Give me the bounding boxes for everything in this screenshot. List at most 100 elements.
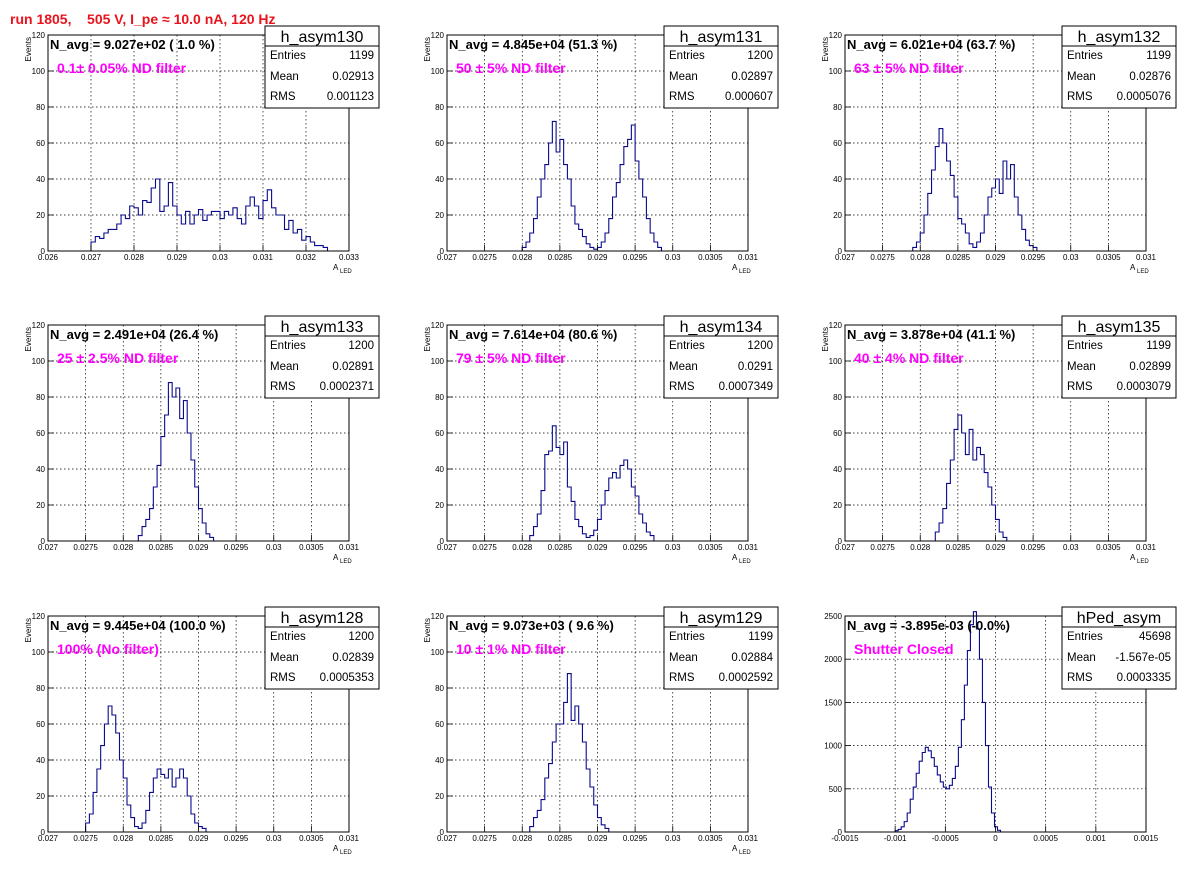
x-axis-label-sub: LED bbox=[340, 850, 352, 856]
histogram-bin bbox=[224, 211, 228, 251]
histogram-bin bbox=[123, 778, 127, 832]
y-axis-label: Events bbox=[24, 327, 33, 351]
histogram-bin bbox=[631, 125, 635, 251]
y-tick-label: 1500 bbox=[824, 698, 842, 707]
y-axis-label: Events bbox=[423, 327, 432, 351]
stats-box-title: h_asym132 bbox=[1078, 29, 1161, 46]
stats-label-mean: Mean bbox=[270, 652, 299, 664]
histogram-bin bbox=[922, 753, 925, 832]
x-tick-label: 0.03 bbox=[1063, 253, 1079, 262]
histogram-bin bbox=[91, 242, 95, 251]
histogram-bin bbox=[556, 152, 560, 251]
y-tick-label: 40 bbox=[36, 175, 45, 184]
histogram-bin bbox=[582, 534, 586, 541]
histogram-bin bbox=[579, 229, 583, 251]
x-tick-label: 0.03 bbox=[212, 253, 228, 262]
histogram-bin bbox=[194, 215, 198, 251]
histogram-bin bbox=[116, 733, 120, 832]
histogram-bin bbox=[575, 519, 579, 541]
histogram-bin bbox=[586, 244, 590, 251]
histogram-bin bbox=[195, 823, 199, 832]
x-tick-label: 0.03 bbox=[266, 543, 282, 552]
stats-box-title: hPed_asym bbox=[1077, 610, 1162, 627]
histogram-bin bbox=[1007, 179, 1011, 251]
histogram-bin bbox=[556, 724, 560, 832]
y-tick-label: 0 bbox=[838, 247, 843, 256]
histogram-bin bbox=[609, 478, 613, 541]
y-tick-label: 80 bbox=[36, 393, 45, 402]
y-tick-label: 20 bbox=[36, 501, 45, 510]
histogram-bin bbox=[142, 823, 146, 832]
histogram-bin bbox=[1003, 537, 1007, 541]
y-tick-label: 120 bbox=[829, 321, 843, 330]
y-tick-label: 100 bbox=[829, 357, 843, 366]
histogram-bin bbox=[977, 242, 981, 251]
histogram-bin bbox=[233, 208, 237, 251]
navg-label: N_avg = 2.491e+04 (26.4 %) bbox=[50, 327, 218, 342]
histogram-panel-h_asym132: 0.027 0.0275 0.028 0.0285 0.029 0.0295 0.03 0.0… bbox=[821, 25, 1177, 275]
y-tick-label: 20 bbox=[435, 501, 444, 510]
stats-box-title: h_asym129 bbox=[680, 610, 763, 627]
x-tick-label: 0.0285 bbox=[548, 253, 573, 262]
histogram-bin bbox=[969, 429, 973, 541]
navg-label: N_avg = 4.845e+04 (51.3 %) bbox=[449, 37, 617, 52]
histogram-bin bbox=[180, 769, 184, 832]
histogram-bin bbox=[571, 501, 575, 541]
stats-label-mean: Mean bbox=[669, 71, 698, 83]
histogram-bin bbox=[920, 233, 924, 251]
histogram-bin bbox=[913, 787, 916, 832]
x-tick-label: 0.0275 bbox=[73, 834, 98, 843]
filter-label: 40 ± 4% ND filter bbox=[854, 350, 964, 366]
x-axis-label-sub: LED bbox=[340, 269, 352, 275]
histogram-bin bbox=[237, 219, 241, 251]
histogram-bin bbox=[310, 242, 314, 251]
y-tick-label: 40 bbox=[435, 756, 444, 765]
y-tick-label: 80 bbox=[36, 684, 45, 693]
histogram-bin bbox=[995, 827, 998, 832]
histogram-bin bbox=[982, 702, 985, 832]
histogram-bin bbox=[1029, 246, 1033, 251]
y-tick-label: 0 bbox=[440, 537, 445, 546]
filter-label: 100% (No filter) bbox=[57, 641, 159, 657]
histogram-bin bbox=[1018, 215, 1022, 251]
histogram-bin bbox=[916, 773, 919, 832]
histogram-bin bbox=[272, 208, 276, 251]
run-title: run 1805, 505 V, I_pe ≈ 10.0 nA, 120 Hz bbox=[10, 11, 276, 27]
x-tick-label: 0.028 bbox=[113, 543, 134, 552]
y-tick-label: 0 bbox=[838, 537, 843, 546]
histogram-bin bbox=[624, 147, 628, 251]
histogram-panel-h_asym131: 0.027 0.0275 0.028 0.0285 0.029 0.0295 0.03 0.0… bbox=[423, 25, 779, 275]
histogram-bin bbox=[86, 823, 90, 832]
x-tick-label: 0.03 bbox=[665, 543, 681, 552]
histogram-bin bbox=[961, 720, 964, 832]
histogram-bin bbox=[151, 188, 155, 251]
histogram-series-h_asym131 bbox=[521, 120, 663, 251]
x-tick-label: 0.027 bbox=[437, 253, 458, 262]
y-tick-label: 20 bbox=[36, 211, 45, 220]
histogram-bin bbox=[943, 787, 946, 832]
histogram-bin bbox=[579, 724, 583, 832]
histogram-bin bbox=[138, 215, 142, 251]
stats-value-entries: 45698 bbox=[1139, 631, 1171, 643]
histogram-bin bbox=[937, 775, 940, 832]
histogram-bin bbox=[101, 746, 105, 832]
stats-label-rms: RMS bbox=[270, 91, 296, 103]
filter-label: 50 ± 5% ND filter bbox=[456, 60, 566, 76]
histogram-bin bbox=[135, 827, 139, 832]
stats-value-mean: 0.02876 bbox=[1129, 71, 1171, 83]
filter-label: 25 ± 2.5% ND filter bbox=[57, 350, 179, 366]
x-tick-label: 0.0005 bbox=[1033, 834, 1058, 843]
histogram-bin bbox=[928, 193, 932, 251]
histogram-bin bbox=[605, 828, 609, 832]
histogram-bin bbox=[530, 827, 534, 832]
x-tick-label: -0.0015 bbox=[831, 834, 859, 843]
stats-value-rms: 0.0002592 bbox=[719, 672, 773, 684]
y-tick-label: 60 bbox=[435, 429, 444, 438]
histogram-bin bbox=[172, 787, 176, 832]
histogram-bin bbox=[628, 469, 632, 541]
x-tick-label: 0.0275 bbox=[472, 543, 497, 552]
histogram-series-h_asym133 bbox=[137, 382, 215, 541]
y-tick-label: 80 bbox=[833, 393, 842, 402]
stats-label-entries: Entries bbox=[1067, 631, 1103, 643]
histogram-panel-h_asym135: 0.027 0.0275 0.028 0.0285 0.029 0.0295 0.03 0.0… bbox=[821, 315, 1177, 565]
